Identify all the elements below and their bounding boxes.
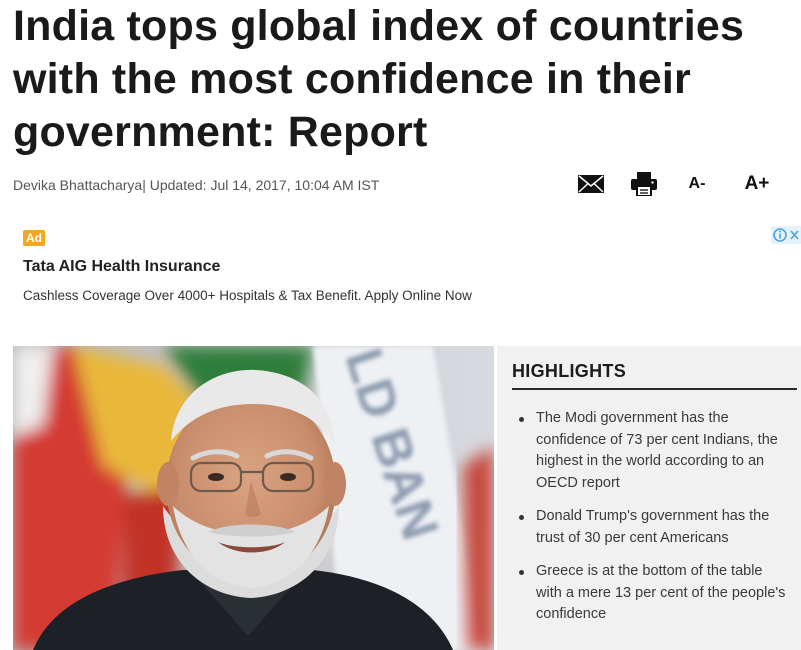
highlight-item: Greece is at the bottom of the table wit… (517, 561, 789, 626)
highlight-item: The Modi government has the confidence o… (517, 408, 789, 494)
updated-label: Updated: (149, 177, 207, 193)
ad-badge: Ad (23, 230, 45, 246)
print-button[interactable] (629, 170, 659, 198)
byline: Devika Bhattacharya| Updated: Jul 14, 20… (13, 177, 379, 193)
updated-time: Jul 14, 2017, 10:04 AM IST (210, 177, 380, 193)
mail-icon (578, 175, 604, 193)
ad-choices[interactable] (771, 226, 801, 244)
article-headline: India tops global index of countries wit… (13, 2, 745, 156)
article-tools: A- A+ (571, 170, 801, 198)
ad-description[interactable]: Cashless Coverage Over 4000+ Hospitals &… (23, 288, 472, 303)
highlights-box: HIGHLIGHTS The Modi government has the c… (497, 346, 801, 650)
author-name[interactable]: Devika Bhattacharya (13, 177, 143, 193)
byline-separator: | (142, 177, 146, 193)
highlights-divider (512, 388, 797, 390)
decrease-font-button[interactable]: A- (688, 175, 706, 192)
ad-title-link[interactable]: Tata AIG Health Insurance (23, 258, 221, 275)
highlights-title: HIGHLIGHTS (512, 361, 626, 381)
article-photo: LD BAN (13, 346, 494, 650)
printer-icon (631, 172, 657, 196)
info-icon (773, 228, 787, 242)
highlight-item: Donald Trump's government has the trust … (517, 506, 789, 549)
email-share-button[interactable] (577, 170, 605, 198)
close-icon (790, 230, 799, 240)
highlights-list: The Modi government has the confidence o… (517, 408, 789, 638)
increase-font-button[interactable]: A+ (744, 173, 770, 194)
